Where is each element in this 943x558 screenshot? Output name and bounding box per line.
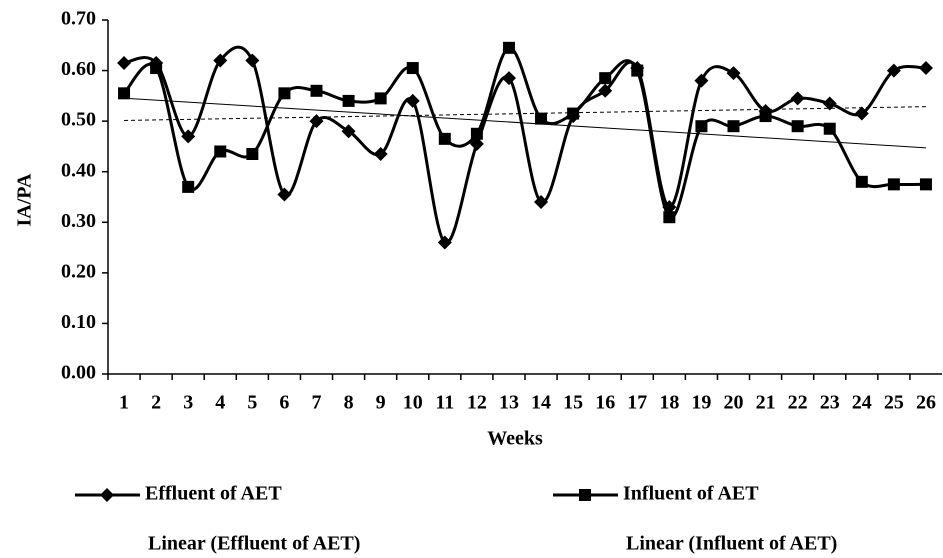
x-tick-label: 24 <box>852 392 872 414</box>
marker <box>855 175 868 188</box>
x-tick-label: 21 <box>756 392 776 414</box>
x-tick-label: 7 <box>312 392 322 414</box>
marker <box>599 72 612 85</box>
x-tick-label: 1 <box>119 392 129 414</box>
marker <box>919 178 932 191</box>
y-tick-label: 0.70 <box>61 8 96 30</box>
y-tick-label: 0.50 <box>61 109 96 131</box>
series-line <box>122 46 926 220</box>
marker <box>373 147 388 162</box>
marker <box>310 84 323 97</box>
marker <box>438 132 451 145</box>
marker <box>598 83 613 98</box>
marker <box>694 73 709 88</box>
x-tick-label: 20 <box>724 392 744 414</box>
x-tick-label: 14 <box>531 392 551 414</box>
marker <box>309 114 324 129</box>
marker <box>887 178 900 191</box>
y-tick-label: 0.00 <box>61 362 96 384</box>
legend-trend-label: Linear (Effluent of AET) <box>148 533 360 555</box>
trendline <box>124 97 926 149</box>
x-axis-title: Weeks <box>487 428 543 450</box>
marker <box>246 148 259 161</box>
x-tick-label: 5 <box>247 392 257 414</box>
marker <box>726 66 741 81</box>
y-axis-title: IA/PA <box>14 173 36 227</box>
marker <box>534 195 549 210</box>
marker <box>567 107 580 120</box>
x-tick-label: 25 <box>884 392 904 414</box>
marker <box>918 61 933 76</box>
y-tick-label: 0.40 <box>61 159 96 181</box>
marker <box>213 53 228 68</box>
x-tick-label: 13 <box>499 392 519 414</box>
marker <box>182 180 195 193</box>
marker <box>405 93 420 108</box>
marker <box>437 235 452 250</box>
marker <box>886 63 901 78</box>
marker <box>663 211 676 224</box>
trendline <box>124 106 926 121</box>
x-tick-label: 6 <box>279 392 289 414</box>
marker <box>117 55 132 70</box>
marker <box>342 94 355 107</box>
marker <box>100 488 114 502</box>
x-tick-label: 9 <box>376 392 386 414</box>
x-tick-label: 18 <box>659 392 679 414</box>
marker <box>823 122 836 135</box>
marker <box>631 64 644 77</box>
x-tick-label: 17 <box>627 392 647 414</box>
x-tick-label: 11 <box>435 392 454 414</box>
y-tick-label: 0.20 <box>61 260 96 282</box>
marker <box>791 120 804 133</box>
marker <box>181 129 196 144</box>
marker <box>501 71 516 86</box>
marker <box>535 112 548 125</box>
marker <box>406 62 419 75</box>
marker <box>854 106 869 121</box>
marker <box>579 489 591 501</box>
x-tick-label: 8 <box>344 392 354 414</box>
marker <box>727 120 740 133</box>
y-tick-label: 0.60 <box>61 58 96 80</box>
marker <box>374 92 387 105</box>
x-tick-label: 19 <box>691 392 711 414</box>
x-tick-label: 12 <box>467 392 487 414</box>
x-tick-label: 22 <box>788 392 808 414</box>
y-tick-label: 0.30 <box>61 210 96 232</box>
x-tick-label: 2 <box>151 392 161 414</box>
marker <box>790 91 805 106</box>
x-tick-label: 3 <box>183 392 193 414</box>
legend-trend-label: Linear (Influent of AET) <box>626 533 837 555</box>
marker <box>118 87 131 100</box>
x-tick-label: 26 <box>916 392 936 414</box>
legend-label: Effluent of AET <box>145 483 282 505</box>
marker <box>502 41 515 54</box>
marker <box>470 127 483 140</box>
x-tick-label: 4 <box>215 392 225 414</box>
marker <box>695 120 708 133</box>
legend-label: Influent of AET <box>623 483 759 505</box>
marker <box>341 124 356 139</box>
marker <box>245 53 260 68</box>
x-tick-label: 23 <box>820 392 840 414</box>
marker <box>150 62 163 75</box>
marker <box>759 110 772 123</box>
x-tick-label: 16 <box>595 392 615 414</box>
x-tick-label: 15 <box>563 392 583 414</box>
marker <box>278 87 291 100</box>
marker <box>277 187 292 202</box>
marker <box>822 96 837 111</box>
x-tick-label: 10 <box>403 392 423 414</box>
y-tick-label: 0.10 <box>61 311 96 333</box>
marker <box>214 145 227 158</box>
